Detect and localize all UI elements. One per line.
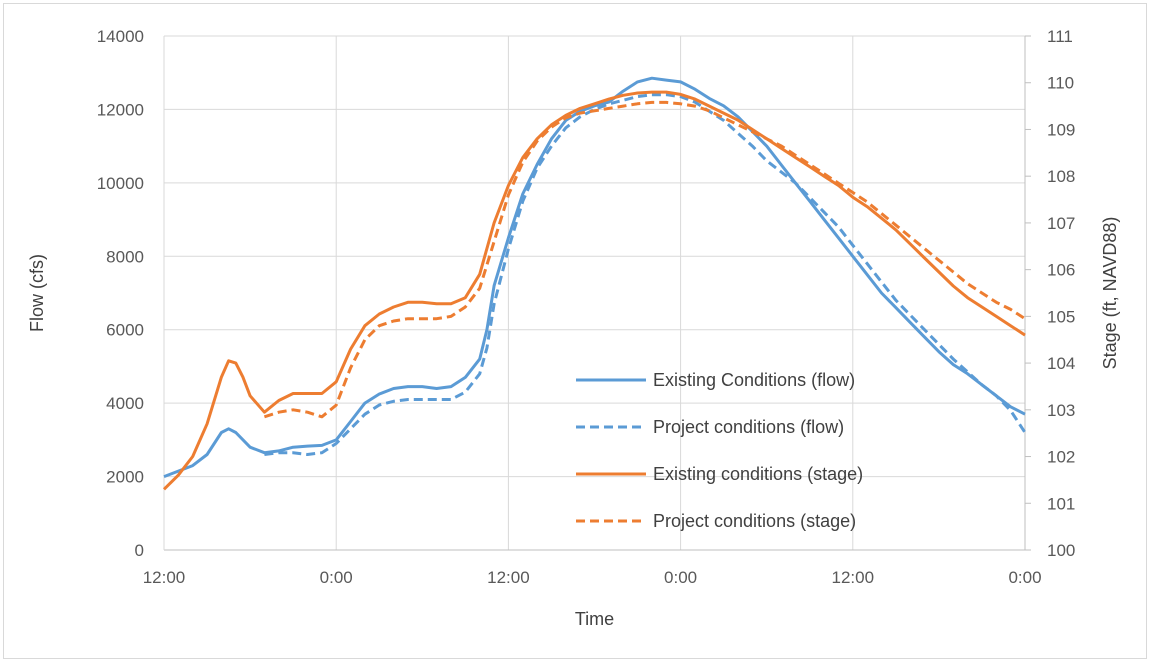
series-lines [162,76,1027,491]
y2-tick-label: 111 [1047,27,1073,46]
legend-label-3: Existing conditions (stage) [653,464,863,484]
y-tick-label: 0 [135,541,144,560]
y-axis-title: Flow (cfs) [27,254,47,332]
y2-tick-label: 101 [1047,494,1075,513]
y2-tick-label: 105 [1047,307,1075,326]
x-tick-label: 12:00 [487,568,530,587]
x-tick-label: 12:00 [143,568,186,587]
tick-labels: 0 2000 4000 6000 8000 10000 12000 14000 12:00 0:0… [97,27,1076,587]
y-tick-label: 14000 [97,27,144,46]
y2-tick-label: 104 [1047,354,1075,373]
legend-label-2: Project conditions (flow) [653,417,844,437]
y2-tick-label: 106 [1047,261,1075,280]
chart-svg: 0 2000 4000 6000 8000 10000 12000 14000 12:00 0:0… [27,27,1120,629]
legend: Existing Conditions (flow) Project condit… [576,370,863,531]
x-axis-title: Time [575,609,614,629]
series-line-2 [264,93,1027,456]
y2-tick-label: 108 [1047,167,1075,186]
y2-tick-label: 103 [1047,401,1075,420]
chart-frame: 0 2000 4000 6000 8000 10000 12000 14000 12:00 0:0… [3,3,1147,659]
y2-tick-label: 100 [1047,541,1075,560]
legend-label-1: Existing Conditions (flow) [653,370,855,390]
x-tick-label: 0:00 [320,568,353,587]
y2-tick-label: 102 [1047,448,1075,467]
x-tick-label: 0:00 [664,568,697,587]
y-tick-label: 10000 [97,174,144,193]
series-line-4 [263,100,1026,419]
y-tick-label: 4000 [106,394,144,413]
axes [163,35,1031,551]
y2-tick-label: 109 [1047,120,1075,139]
series-line-1 [163,76,1026,479]
y2-tick-label: 110 [1047,74,1074,93]
x-tick-label: 0:00 [1008,568,1041,587]
series-line-3 [162,90,1026,491]
y2-axis-title: Stage (ft, NAVD88) [1100,217,1120,370]
legend-label-4: Project conditions (stage) [653,511,856,531]
x-tick-label: 12:00 [832,568,875,587]
y2-tick-label: 107 [1047,214,1075,233]
y-tick-label: 8000 [106,247,144,266]
y-tick-label: 6000 [106,321,144,340]
y-tick-label: 12000 [97,100,144,119]
y-tick-label: 2000 [106,468,144,487]
